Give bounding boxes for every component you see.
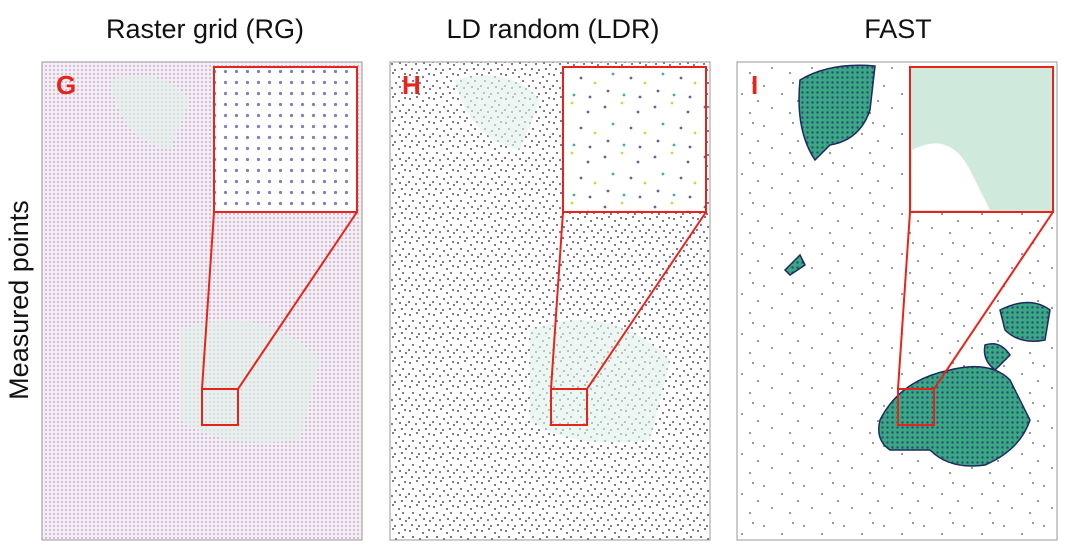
panel-g: Raster grid (RG) G — [41, 14, 363, 541]
tissue-shade — [110, 75, 320, 443]
zoom-line — [897, 211, 911, 390]
zoom-line — [586, 211, 707, 390]
y-axis-label: Measured points — [4, 200, 34, 400]
zoom-inset — [562, 66, 707, 213]
panel-label: G — [56, 70, 76, 100]
zoom-line — [933, 211, 1054, 390]
panel-label: I — [751, 70, 758, 100]
zoom-box — [897, 388, 935, 426]
zoom-line — [550, 211, 564, 390]
tissue-shade — [455, 75, 670, 443]
inset-gap — [912, 143, 990, 210]
panel-title: Raster grid (RG) — [106, 14, 304, 44]
panel-title: LD random (LDR) — [446, 14, 659, 44]
panel-label: H — [402, 70, 421, 100]
panel-title: FAST — [864, 14, 932, 44]
panel-i: FAST I — [736, 14, 1058, 541]
zoom-line — [237, 211, 358, 390]
zoom-line — [201, 211, 215, 390]
panel-h: LD random (LDR) H — [389, 14, 711, 541]
zoom-inset — [213, 66, 358, 213]
zoom-box — [201, 388, 239, 426]
zoom-box — [550, 388, 588, 426]
tissue-regions — [783, 64, 1051, 467]
